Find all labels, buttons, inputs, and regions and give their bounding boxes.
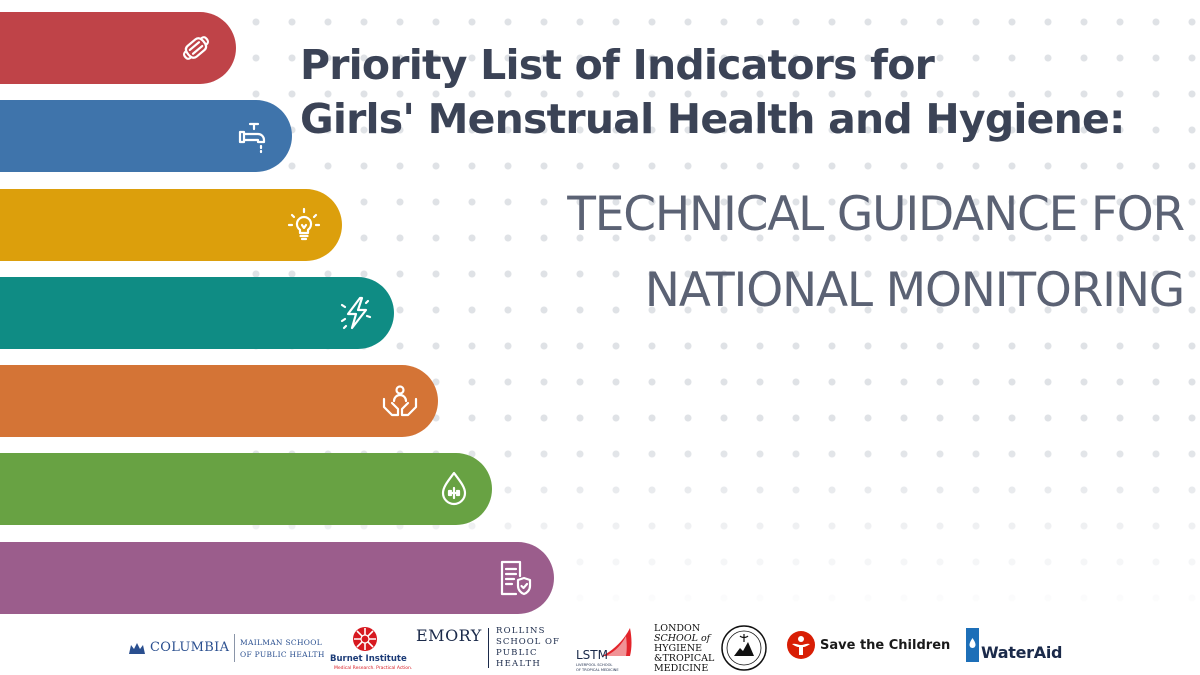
lshtm-line-4: &TROPICAL	[654, 653, 715, 664]
logo-burnet: Burnet Institute Medical Research. Pract…	[330, 622, 412, 675]
logo-emory: EMORY ROLLINS SCHOOL OF PUBLIC HEALTH	[416, 622, 566, 675]
lstm-name: LSTM	[576, 648, 608, 662]
emory-sub-3: PUBLIC	[496, 648, 538, 658]
water-tap-icon	[234, 116, 274, 156]
logo-save-the-children: Save the Children	[786, 622, 950, 675]
bar-1	[0, 12, 236, 84]
lstm-sub-2: OF TROPICAL MEDICINE	[576, 668, 619, 672]
bar-7	[0, 542, 554, 614]
lshtm-line-1: LONDON	[654, 623, 701, 634]
menstrual-pad-icon	[176, 28, 216, 68]
lstm-sail-icon	[602, 628, 632, 656]
bar-5	[0, 365, 438, 437]
columbia-sub-2: OF PUBLIC HEALTH	[240, 650, 325, 659]
columbia-divider	[234, 634, 235, 662]
burnet-tagline: Medical Research. Practical Action.	[334, 666, 413, 671]
subtitle-line-2: NATIONAL MONITORING	[644, 263, 1185, 318]
bar-6	[0, 453, 492, 525]
lshtm-crest-icon	[721, 625, 767, 671]
save-the-children-name: Save the Children	[820, 638, 951, 653]
water-drop-plus-icon	[434, 469, 474, 509]
bar-4	[0, 277, 394, 349]
columbia-sub-1: MAILMAN SCHOOL	[240, 638, 322, 647]
burnet-name: Burnet Institute	[330, 654, 407, 664]
emory-name: EMORY	[416, 626, 482, 645]
columbia-crown-icon	[129, 643, 145, 654]
emory-sub-2: SCHOOL OF	[496, 637, 560, 647]
partner-logos: COLUMBIA MAILMAN SCHOOL OF PUBLIC HEALTH…	[0, 622, 1200, 675]
lightning-icon	[336, 293, 376, 333]
lstm-sub-1: LIVERPOOL SCHOOL	[576, 663, 613, 667]
emory-divider	[488, 628, 489, 668]
logo-columbia: COLUMBIA MAILMAN SCHOOL OF PUBLIC HEALTH	[128, 622, 324, 675]
burnet-emblem-icon	[353, 627, 377, 651]
wateraid-name: WaterAid	[981, 643, 1063, 662]
bar-3	[0, 189, 342, 261]
emory-sub-4: HEALTH	[496, 659, 541, 669]
logo-wateraid: WaterAid	[966, 622, 1076, 675]
lightbulb-icon	[284, 205, 324, 245]
title-line-1: Priority List of Indicators for	[300, 41, 935, 89]
hands-care-icon	[380, 381, 420, 421]
logo-lstm: LSTM LIVERPOOL SCHOOL OF TROPICAL MEDICI…	[574, 622, 640, 675]
emory-sub-1: ROLLINS	[496, 626, 546, 636]
title-line-2: Girls' Menstrual Health and Hygiene:	[300, 95, 1125, 143]
save-the-children-emblem-icon	[787, 631, 815, 659]
lshtm-line-3: HYGIENE	[654, 643, 703, 654]
lshtm-line-2: SCHOOL of	[654, 633, 711, 644]
subtitle-line-1: TECHNICAL GUIDANCE FOR	[567, 187, 1185, 242]
columbia-name: COLUMBIA	[150, 640, 230, 655]
wateraid-drop-icon	[966, 628, 979, 662]
bar-2	[0, 100, 292, 172]
logo-lshtm: LONDON SCHOOL of HYGIENE &TROPICAL MEDIC…	[654, 622, 768, 675]
lshtm-line-5: MEDICINE	[654, 663, 709, 674]
title-block: Priority List of Indicators for Girls' M…	[300, 38, 1190, 146]
document-shield-icon	[494, 558, 534, 598]
